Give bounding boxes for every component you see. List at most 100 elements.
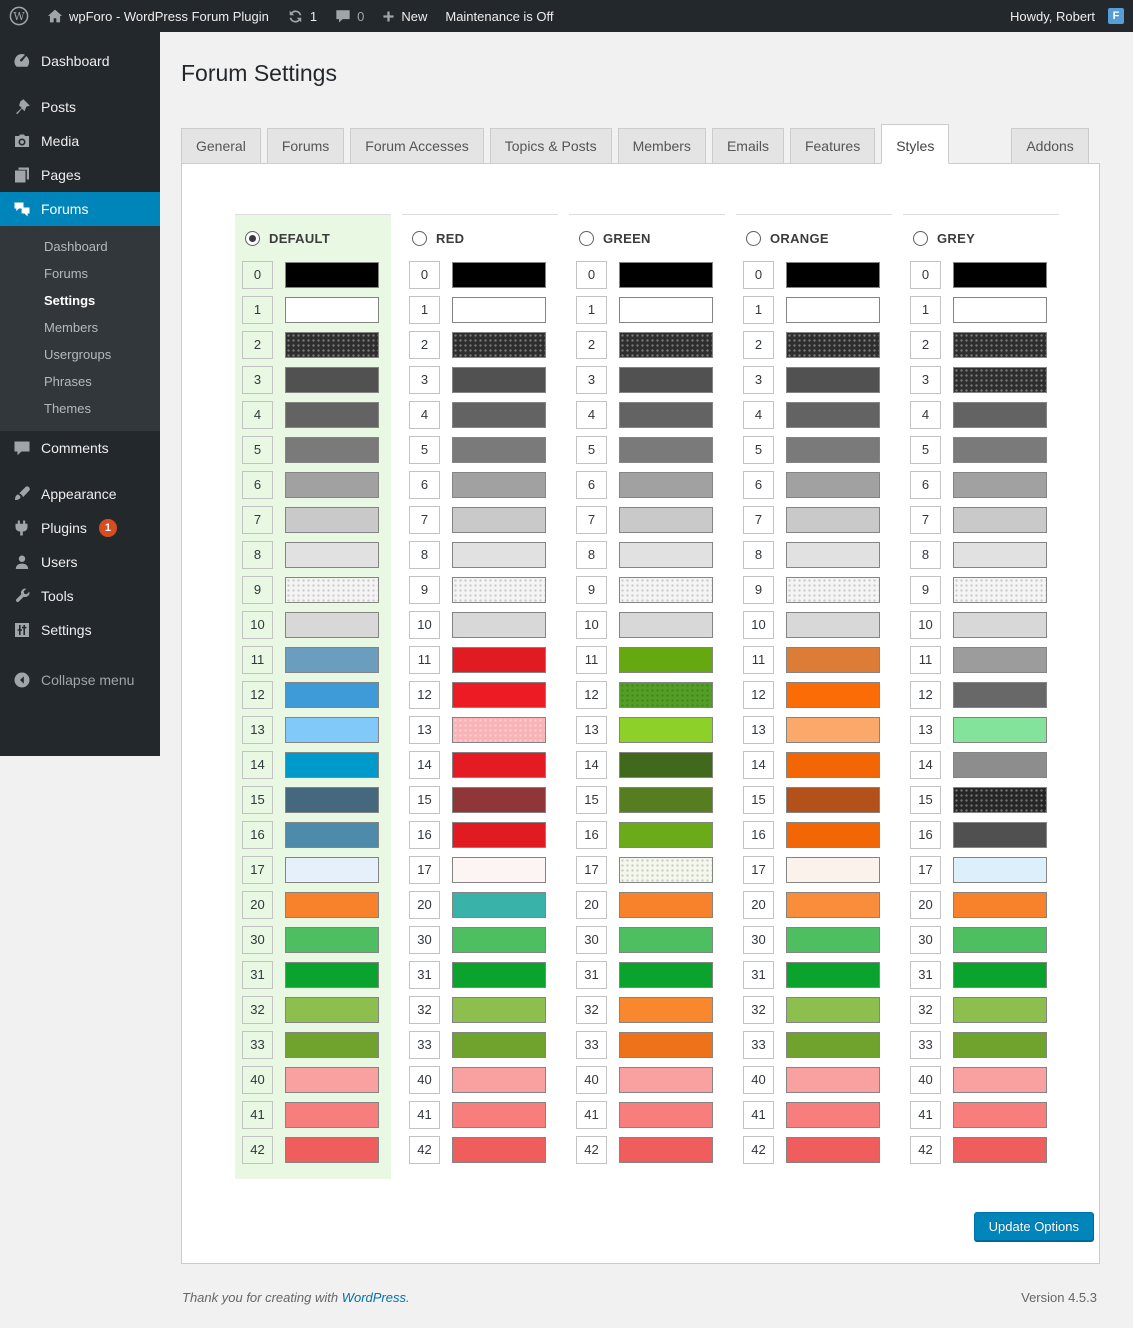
submenu-item-forums[interactable]: Forums bbox=[44, 266, 89, 281]
color-swatch-17 bbox=[786, 856, 880, 883]
sidebar-item-tools[interactable]: Tools bbox=[0, 579, 160, 613]
swatch-number: 7 bbox=[242, 505, 273, 534]
swatch-number: 41 bbox=[242, 1100, 273, 1129]
swatch-number: 6 bbox=[910, 470, 941, 499]
color-swatch-14 bbox=[452, 751, 546, 778]
swatch-row: 17 bbox=[569, 852, 725, 887]
color-swatch-8 bbox=[452, 541, 546, 568]
swatch-number: 41 bbox=[576, 1100, 607, 1129]
wp-logo-menu[interactable]: W bbox=[0, 0, 38, 32]
sidebar-item-users[interactable]: Users bbox=[0, 545, 160, 579]
submenu-item-usergroups[interactable]: Usergroups bbox=[44, 347, 112, 362]
tab-features[interactable]: Features bbox=[789, 128, 876, 164]
swatch-number: 30 bbox=[409, 925, 440, 954]
sidebar-item-forums[interactable]: Forums bbox=[0, 192, 160, 226]
swatch-number: 10 bbox=[743, 610, 774, 639]
style-column-orange: ORANGE 0 1 2 3 4 5 6 7 8 9 10 11 12 13 14 15 16 17 20 30 31 32… bbox=[736, 214, 892, 1179]
submenu-item-dashboard[interactable]: Dashboard bbox=[44, 239, 108, 254]
color-swatch-8 bbox=[953, 541, 1047, 568]
updates-indicator[interactable]: 1 bbox=[278, 0, 326, 32]
sidebar-item-posts[interactable]: Posts bbox=[0, 90, 160, 124]
tab-forum-accesses[interactable]: Forum Accesses bbox=[350, 128, 484, 164]
comments-indicator[interactable]: 0 bbox=[326, 0, 373, 32]
swatch-number: 15 bbox=[743, 785, 774, 814]
submenu-item-settings[interactable]: Settings bbox=[44, 293, 96, 308]
swatch-row: 13 bbox=[569, 712, 725, 747]
swatch-row: 6 bbox=[402, 467, 558, 502]
swatch-row: 4 bbox=[402, 397, 558, 432]
swatch-row: 7 bbox=[903, 502, 1059, 537]
maintenance-status[interactable]: Maintenance is Off bbox=[436, 0, 562, 32]
sidebar-item-appearance[interactable]: Appearance bbox=[0, 477, 160, 511]
color-swatch-33 bbox=[452, 1031, 546, 1058]
tab-emails[interactable]: Emails bbox=[711, 128, 784, 164]
swatch-row: 14 bbox=[235, 747, 391, 782]
swatch-number: 5 bbox=[409, 435, 440, 464]
color-swatch-11 bbox=[285, 646, 379, 673]
color-swatch-40 bbox=[452, 1066, 546, 1093]
swatch-number: 3 bbox=[743, 365, 774, 394]
sidebar-item-settings[interactable]: Settings bbox=[0, 613, 160, 647]
style-radio-green[interactable] bbox=[579, 231, 594, 246]
swatch-row: 11 bbox=[235, 642, 391, 677]
style-radio-default[interactable] bbox=[245, 231, 260, 246]
submenu-item-members[interactable]: Members bbox=[44, 320, 99, 335]
color-swatch-41 bbox=[285, 1101, 379, 1128]
swatch-number: 31 bbox=[409, 960, 440, 989]
swatch-row: 10 bbox=[235, 607, 391, 642]
tab-members[interactable]: Members bbox=[617, 128, 706, 164]
sidebar-item-dashboard[interactable]: Dashboard bbox=[0, 44, 160, 78]
style-radio-orange[interactable] bbox=[746, 231, 761, 246]
swatch-number: 8 bbox=[743, 540, 774, 569]
site-menu[interactable]: wpForo - WordPress Forum Plugin bbox=[38, 0, 278, 32]
tab-topics-posts[interactable]: Topics & Posts bbox=[489, 128, 612, 164]
tab-general[interactable]: General bbox=[181, 128, 261, 164]
sidebar-item-media[interactable]: Media bbox=[0, 124, 160, 158]
footer: Thank you for creating with WordPress. V… bbox=[181, 1264, 1100, 1305]
account-menu[interactable]: Howdy, Robert F bbox=[1001, 0, 1133, 32]
color-swatch-1 bbox=[786, 296, 880, 323]
color-swatch-17 bbox=[452, 856, 546, 883]
color-swatch-31 bbox=[452, 961, 546, 988]
color-swatch-4 bbox=[619, 401, 713, 428]
tab-addons[interactable]: Addons bbox=[1011, 128, 1089, 164]
sidebar-item-pages[interactable]: Pages bbox=[0, 158, 160, 192]
swatch-row: 8 bbox=[569, 537, 725, 572]
color-swatch-30 bbox=[953, 926, 1047, 953]
submenu-item-themes[interactable]: Themes bbox=[44, 401, 91, 416]
style-radio-red[interactable] bbox=[412, 231, 427, 246]
color-swatch-30 bbox=[619, 926, 713, 953]
new-menu[interactable]: New bbox=[373, 0, 436, 32]
pages-icon bbox=[13, 166, 31, 184]
tab-forums[interactable]: Forums bbox=[266, 128, 345, 164]
style-column-red: RED 0 1 2 3 4 5 6 7 8 9 10 11 12 13 14 15 16 17 20 30 31 32 33 4… bbox=[402, 214, 558, 1179]
swatch-number: 7 bbox=[910, 505, 941, 534]
swatch-row: 31 bbox=[402, 957, 558, 992]
tab-styles[interactable]: Styles bbox=[881, 124, 950, 164]
style-radio-grey[interactable] bbox=[913, 231, 928, 246]
color-swatch-42 bbox=[786, 1136, 880, 1163]
color-swatch-12 bbox=[786, 681, 880, 708]
swatch-row: 1 bbox=[903, 292, 1059, 327]
color-swatch-33 bbox=[786, 1031, 880, 1058]
new-label: New bbox=[401, 8, 428, 24]
swatch-row: 7 bbox=[402, 502, 558, 537]
swatch-number: 40 bbox=[910, 1065, 941, 1094]
settings-tabs: General Forums Forum Accesses Topics & Post… bbox=[181, 124, 1100, 164]
color-swatch-20 bbox=[619, 891, 713, 918]
update-options-button[interactable]: Update Options bbox=[973, 1212, 1094, 1241]
wordpress-link[interactable]: WordPress bbox=[341, 1290, 406, 1305]
swatch-row: 40 bbox=[235, 1062, 391, 1097]
color-swatch-7 bbox=[786, 506, 880, 533]
swatch-row: 12 bbox=[235, 677, 391, 712]
sidebar-item-comments[interactable]: Comments bbox=[0, 431, 160, 465]
color-swatch-8 bbox=[786, 541, 880, 568]
submenu-item-phrases[interactable]: Phrases bbox=[44, 374, 92, 389]
thanks-text: Thank you for creating with bbox=[182, 1290, 339, 1305]
swatch-row: 6 bbox=[569, 467, 725, 502]
sidebar-item-plugins[interactable]: Plugins 1 bbox=[0, 511, 160, 545]
swatch-row: 0 bbox=[736, 257, 892, 292]
sidebar-item-collapse-menu[interactable]: Collapse menu bbox=[0, 663, 160, 697]
swatch-number: 41 bbox=[743, 1100, 774, 1129]
swatch-number: 11 bbox=[910, 645, 941, 674]
